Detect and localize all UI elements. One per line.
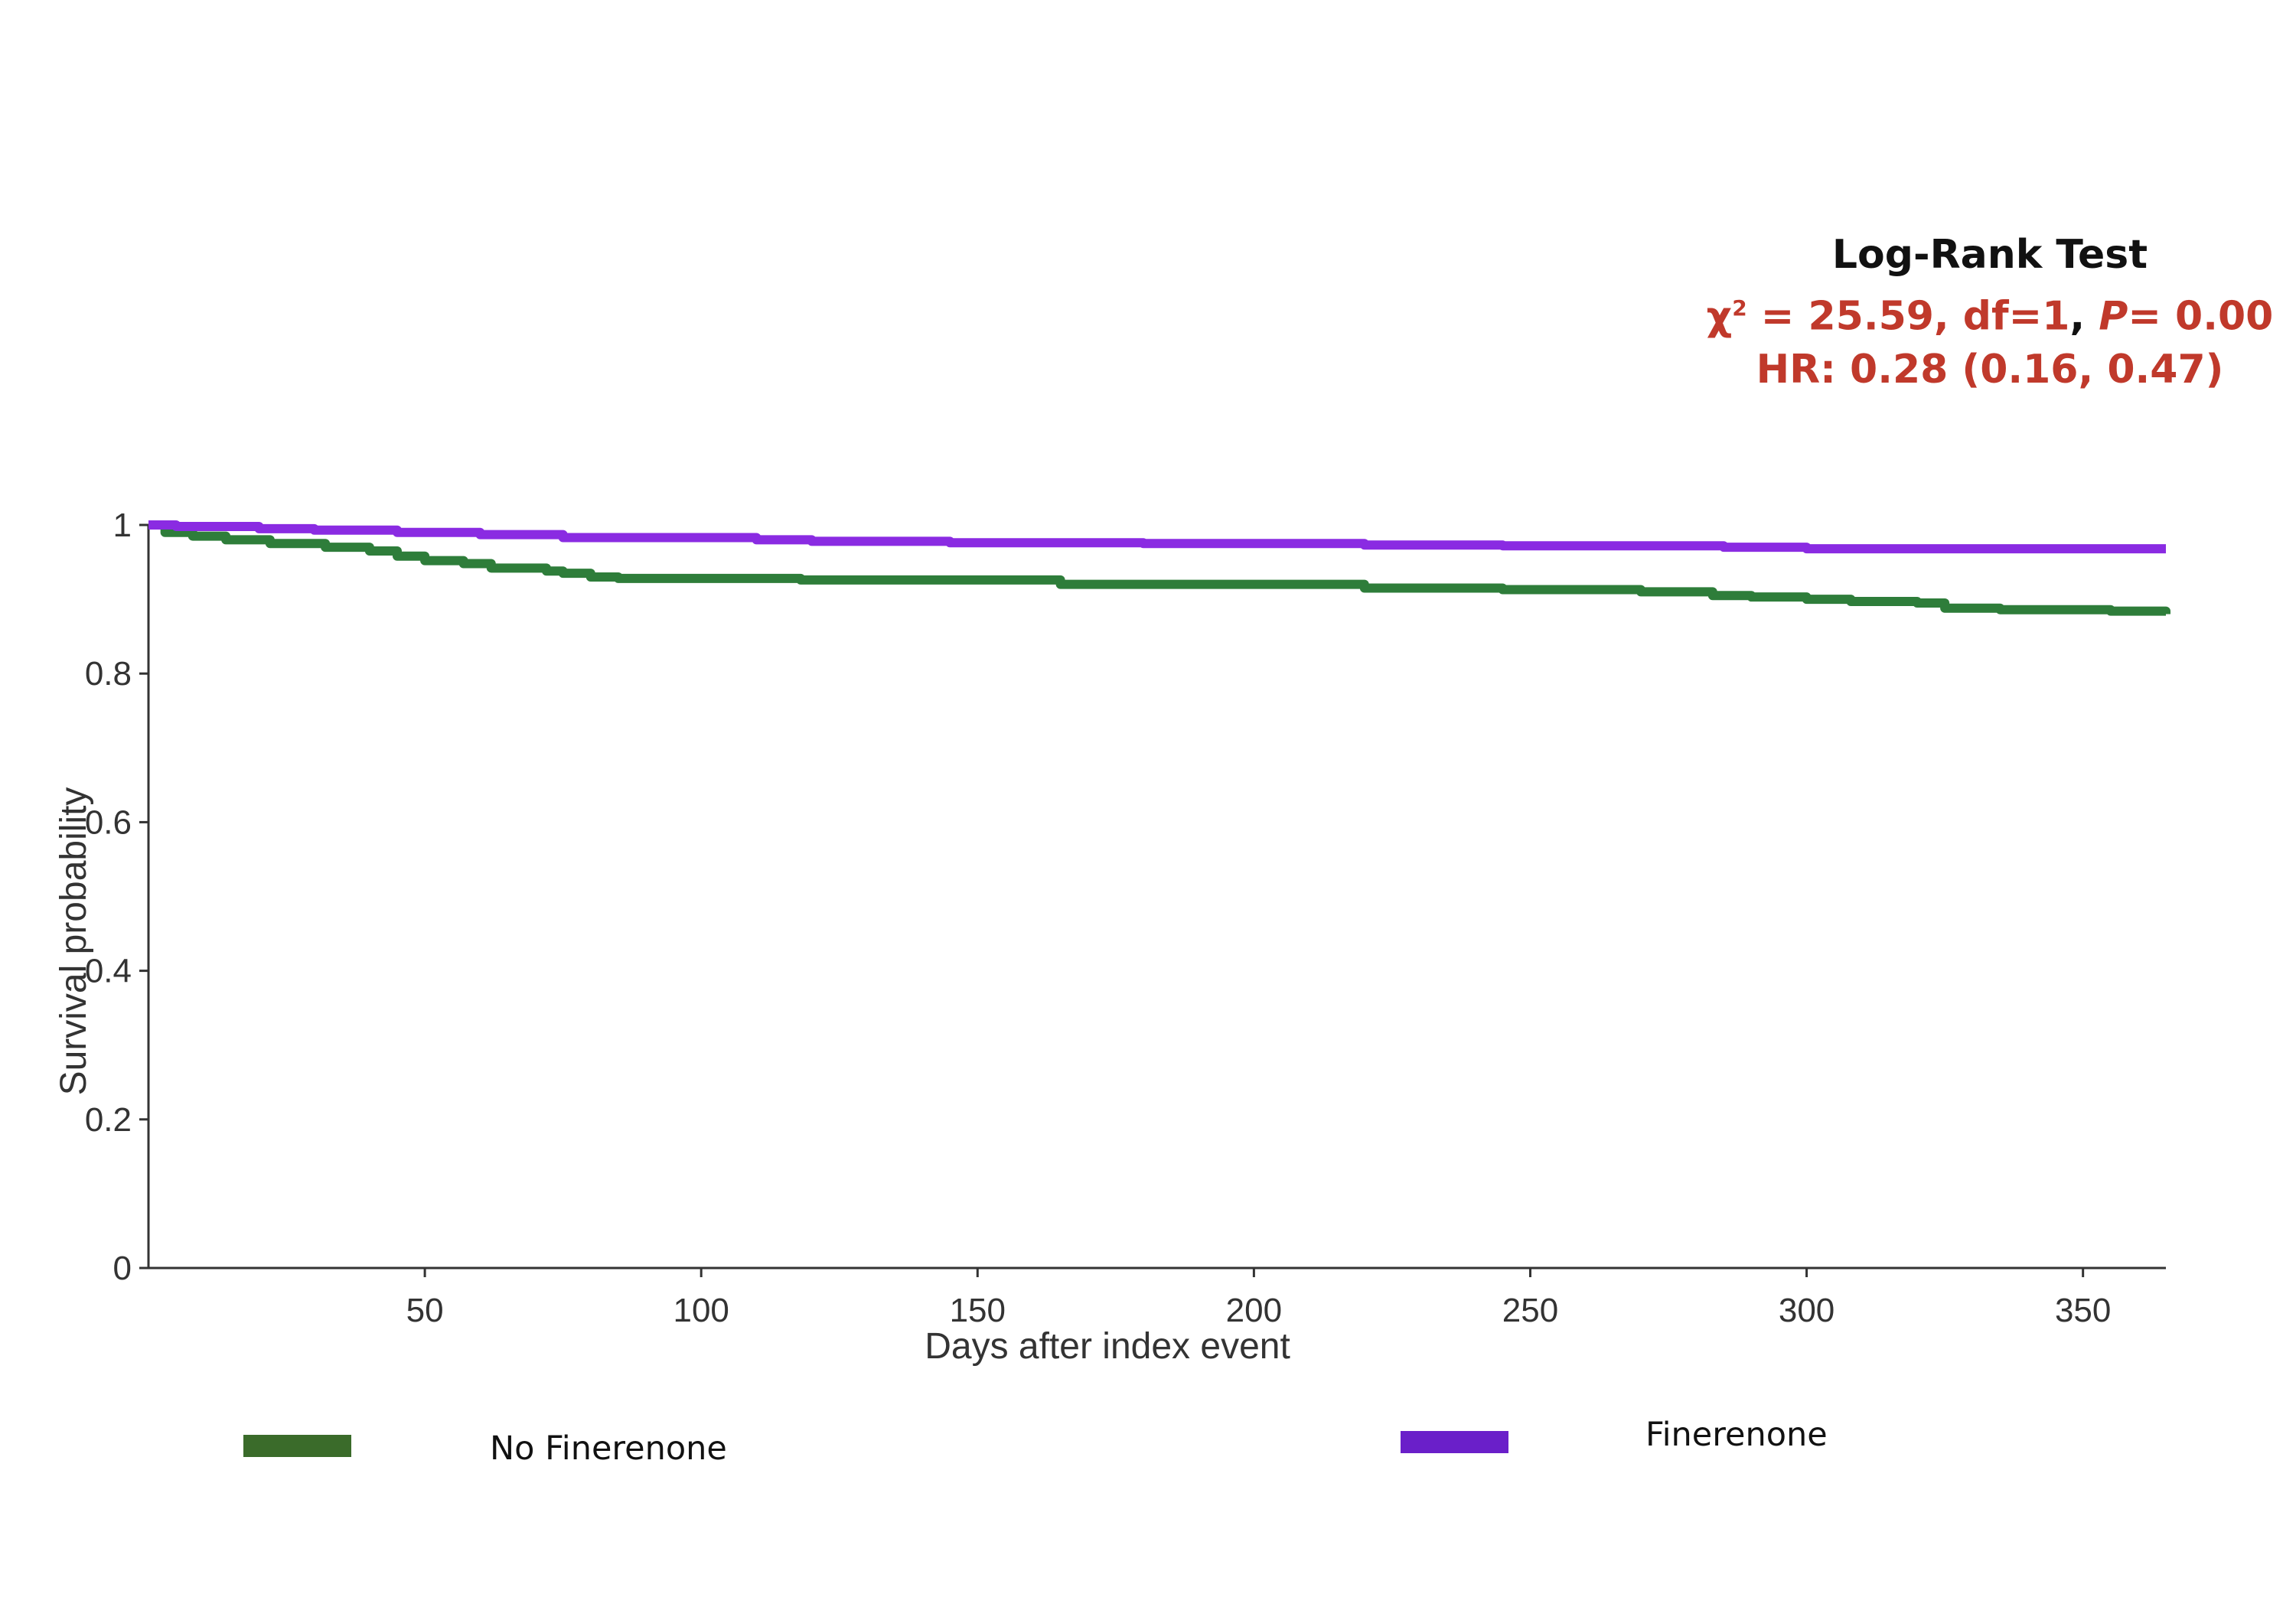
x-tick-label: 200: [1226, 1292, 1282, 1329]
hazard-ratio: HR: 0.28 (0.16, 0.47): [1756, 347, 2224, 393]
x-tick-label: 250: [1502, 1292, 1558, 1329]
y-tick-label: 0.8: [85, 655, 132, 693]
x-tick-label: 350: [2055, 1292, 2111, 1329]
p-value: 0.00: [2161, 293, 2274, 340]
y-tick-label: 0.2: [85, 1101, 132, 1139]
legend-label-no-finerenone: No Finerenone: [490, 1429, 727, 1468]
x-tick-label: 100: [673, 1292, 729, 1329]
chart-ticks: 50 100 150 200 250 300 350 0 0.2 0.4 0.6 0.8 1: [85, 507, 2112, 1329]
legend-swatch-no-finerenone: [243, 1435, 351, 1457]
chi-symbol: χ: [1706, 293, 1733, 340]
chi-superscript: 2: [1732, 295, 1747, 321]
legend-swatch-finerenone: [1401, 1431, 1508, 1453]
chi-value: = 25.59, df=1: [1746, 293, 2070, 340]
log-rank-title: Log-Rank Test: [1831, 232, 2148, 278]
x-tick-label: 50: [406, 1292, 444, 1329]
series-line-finerenone: [148, 520, 2166, 554]
x-axis-title: Days after index event: [925, 1326, 1290, 1367]
chart-series: [148, 520, 2170, 616]
log-rank-stats: Log-Rank Test χ2 = 25.59, df=1, P= 0.00 …: [1645, 228, 2296, 396]
x-tick-label: 300: [1779, 1292, 1835, 1329]
series-line-no-finerenone: [148, 520, 2170, 616]
y-tick-label: 0: [113, 1250, 132, 1287]
y-tick-label: 1: [113, 507, 132, 544]
y-tick-label: 0.4: [85, 953, 132, 990]
y-axis-title: Survival probability: [54, 787, 94, 1096]
chi-square-line: χ2 = 25.59, df=1, P= 0.00: [1645, 282, 2296, 343]
x-tick-label: 150: [950, 1292, 1006, 1329]
y-tick-label: 0.6: [85, 804, 132, 841]
legend-label-finerenone: Finerenone: [1645, 1416, 1828, 1454]
p-label: P=: [2099, 293, 2161, 340]
chart-axes: [147, 525, 2166, 1270]
chi-comma: ,: [2069, 293, 2086, 340]
